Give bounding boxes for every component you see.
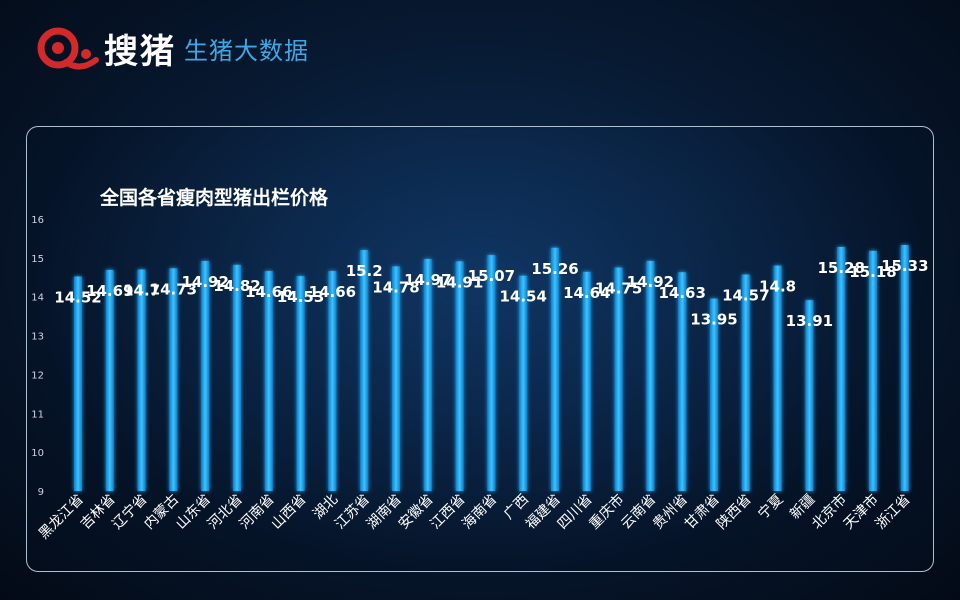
x-tick-label: 吉林省 [78,492,119,533]
y-tick-label: 10 [31,448,44,459]
x-tick-label: 辽宁省 [109,491,151,533]
data-label: 14.82 [213,277,260,295]
data-label: 15.07 [468,267,515,285]
x-tick-label: 浙江省 [873,492,914,533]
x-tick-label: 山东省 [173,492,214,533]
data-label: 13.95 [690,311,737,329]
data-label: 14.53 [277,288,324,306]
bar [678,272,687,491]
data-label: 14.66 [245,283,292,301]
data-labels: 14.5214.6914.714.7314.9214.8214.6614.531… [54,257,928,330]
x-tick-label: 天津市 [840,491,882,533]
bar [296,276,305,491]
header: 搜猪 生猪大数据 [36,22,309,74]
y-tick-label: 12 [31,370,44,381]
x-tick-label: 福建省 [523,492,564,533]
bar-series [74,245,909,491]
bar [710,298,718,491]
bar [551,247,559,491]
y-tick-label: 11 [31,409,44,420]
bar [201,260,210,491]
bar [900,245,909,491]
x-tick-label: 云南省 [618,492,659,533]
bar [869,250,877,491]
bar [137,269,146,491]
x-tick-label: 湖南省 [364,492,405,533]
brand-name: 搜猪 [104,31,176,72]
x-tick-label: 江西省 [427,492,468,533]
data-label: 14.97 [404,271,451,289]
y-tick-label: 16 [31,215,44,226]
x-tick-label: 海南省 [459,492,500,533]
pig-logo-icon [37,27,99,70]
bar [487,255,496,491]
y-tick-label: 14 [31,293,44,304]
bar [646,260,655,491]
bar [233,264,241,491]
x-tick-label: 宁夏 [755,491,787,523]
x-tick-label: 贵州省 [650,492,691,533]
bar [455,261,464,491]
x-tick-label: 北京市 [808,491,850,533]
data-label: 14.73 [150,280,197,298]
bar [392,266,400,491]
bar [582,271,591,491]
data-label: 14.64 [563,284,610,302]
bar [74,276,82,491]
data-label: 14.92 [627,273,674,291]
data-label: 15.2 [346,262,383,280]
x-tick-label: 安徽省 [396,492,437,533]
data-label: 14.91 [436,273,483,291]
x-tick-label: 山西省 [268,492,309,533]
x-tick-label: 内蒙古 [141,492,182,533]
x-tick-label: 河北省 [205,492,246,533]
data-label: 14.63 [658,284,705,302]
bar [614,267,623,491]
y-tick-label: 9 [38,487,44,498]
bar [741,274,750,491]
data-label: 15.26 [531,260,578,278]
data-label: 14.75 [595,280,642,298]
data-label: 15.18 [849,263,896,281]
bar [519,275,528,491]
data-label: 15.28 [817,259,864,277]
bar [328,271,337,491]
chart-title: 全国各省瘦肉型猪出栏价格 [99,186,329,209]
data-label: 14.78 [372,278,419,296]
x-tick-label: 陕西省 [714,492,755,533]
data-label: 14.57 [722,287,769,305]
bar [360,250,369,491]
y-tick-label: 13 [31,332,44,343]
data-label: 14.52 [54,289,101,307]
x-tick-label: 黑龙江省 [36,492,87,543]
data-label: 14.54 [499,288,546,306]
x-tick-label: 四川省 [555,492,596,533]
data-label: 13.91 [786,312,833,330]
data-label: 14.92 [181,273,228,291]
data-label: 15.33 [881,257,928,275]
data-label: 14.66 [309,283,356,301]
bar [805,300,814,491]
bar [423,259,432,491]
data-label: 14.8 [759,278,796,296]
brand-subtitle: 生猪大数据 [184,36,309,65]
bar [105,269,114,491]
bar [264,271,273,491]
bar [837,246,846,491]
x-tick-label: 河南省 [237,492,278,533]
x-tick-label: 重庆市 [586,491,628,533]
bar [773,265,782,491]
data-label: 14.7 [123,282,160,300]
y-axis: 9 10 11 12 13 14 15 16 [31,215,44,498]
x-tick-label: 甘肃省 [682,492,723,533]
bar [169,268,178,491]
x-tick-label: 江苏省 [332,492,373,533]
data-label: 14.69 [86,282,133,300]
y-tick-label: 15 [31,254,44,265]
